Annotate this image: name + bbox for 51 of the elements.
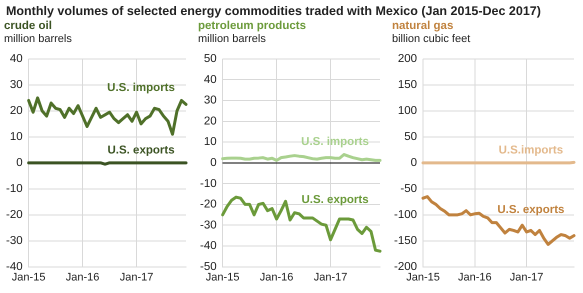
x-tick-label: Jan-17 (510, 271, 544, 284)
x-tick-label: Jan-15 (406, 271, 440, 284)
x-tick-label: Jan-16 (66, 271, 100, 284)
y-tick-label: 20 (204, 115, 217, 128)
series-label: U.S. imports (107, 82, 175, 94)
y-tick-label: 0 (16, 157, 23, 170)
y-tick-label: 30 (204, 94, 217, 107)
y-tick-label: -40 (200, 240, 217, 252)
x-tick-label: Jan-17 (314, 271, 348, 284)
y-tick-label: 10 (10, 131, 23, 144)
x-tick-label: Jan-15 (206, 271, 240, 284)
y-tick-label: -50 (200, 260, 217, 273)
y-tick-label: 20 (10, 105, 23, 118)
y-tick-label: 50 (404, 131, 418, 144)
y-tick-label: 200 (398, 53, 418, 66)
chart-subtitle: petroleum products (198, 20, 307, 33)
y-tick-label: 150 (398, 79, 418, 92)
x-tick-label: Jan-15 (12, 271, 46, 284)
y-axis-title: million barrels (4, 33, 73, 46)
text: Monthly volumes of selected energy commodities traded with Mexico (Jan 2015-Dec 2017) (6, 4, 541, 18)
y-tick-label: 50 (204, 53, 217, 66)
x-tick-label: Jan-17 (120, 271, 154, 284)
series-label: U.S.imports (498, 144, 564, 156)
y-axis-title: billion cubic feet (392, 33, 472, 46)
y-tick-label: 40 (10, 53, 23, 66)
y-tick-label: 100 (398, 105, 418, 118)
y-tick-label: -50 (400, 183, 418, 196)
y-tick-label: 30 (10, 79, 23, 92)
y-tick-label: 40 (204, 74, 217, 86)
series-label: U.S. exports (107, 144, 175, 156)
y-tick-label: 0 (410, 157, 418, 170)
chart-subtitle: natural gas (392, 20, 454, 33)
y-tick-label: -40 (6, 260, 23, 273)
y-tick-label: -200 (394, 260, 418, 273)
y-tick-label: -100 (394, 208, 418, 221)
series-label: U.S. exports (301, 194, 369, 206)
y-tick-label: 0 (210, 157, 217, 170)
series-label: U.S. exports (497, 204, 564, 216)
y-tick-label: -150 (394, 234, 418, 247)
y-tick-label: -30 (200, 219, 217, 232)
y-axis-title: million barrels (198, 33, 267, 46)
y-tick-label: 10 (204, 136, 217, 148)
x-tick-label: Jan-16 (260, 271, 294, 284)
y-tick-label: -10 (6, 183, 23, 196)
series-label: U.S. imports (301, 136, 369, 148)
y-tick-label: -20 (200, 198, 217, 211)
y-tick-label: -20 (6, 208, 23, 221)
y-tick-label: -10 (200, 178, 217, 190)
y-tick-label: -30 (6, 234, 23, 247)
chart-subtitle: crude oil (4, 20, 53, 33)
x-tick-label: Jan-16 (458, 271, 492, 284)
